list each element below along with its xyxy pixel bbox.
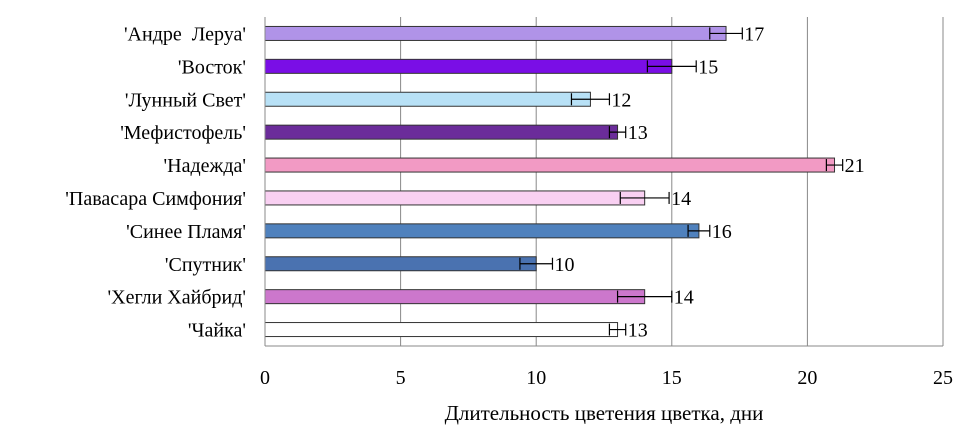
bar xyxy=(264,124,619,140)
bar xyxy=(264,256,537,272)
bar xyxy=(264,289,646,305)
data-label: 17 xyxy=(744,23,764,45)
category-label: 'Мефистофель' xyxy=(120,122,246,144)
category-label: 'Андре Леруа' xyxy=(124,23,246,45)
bar xyxy=(264,223,700,239)
x-tick-label: 25 xyxy=(933,367,953,389)
data-label: 12 xyxy=(611,89,631,111)
category-label: 'Спутник' xyxy=(165,254,246,276)
data-label: 13 xyxy=(628,320,648,342)
data-label: 13 xyxy=(628,122,648,144)
x-tick-label: 10 xyxy=(526,367,546,389)
category-label: 'Восток' xyxy=(178,56,246,78)
data-label: 21 xyxy=(845,155,865,177)
category-label: 'Чайка' xyxy=(188,320,246,342)
bars xyxy=(264,25,836,338)
data-label: 14 xyxy=(674,287,694,309)
x-tick-labels: 0 5 10 15 20 25 xyxy=(260,367,953,389)
data-label: 10 xyxy=(554,254,574,276)
x-axis-title: Длительность цветения цветка, дни xyxy=(445,401,764,425)
x-tick-label: 20 xyxy=(797,367,817,389)
data-label: 14 xyxy=(671,188,691,210)
data-label: 15 xyxy=(698,56,718,78)
bar xyxy=(264,190,646,206)
bar xyxy=(264,322,619,338)
category-label: 'Хегли Хайбрид' xyxy=(108,287,246,309)
bar xyxy=(264,58,673,74)
bar xyxy=(264,25,727,41)
category-label: 'Синее Пламя' xyxy=(126,221,246,243)
data-label: 16 xyxy=(712,221,732,243)
category-label: 'Надежда' xyxy=(164,155,246,177)
value-labels: 17 15 12 13 21 14 16 10 14 13 xyxy=(554,23,864,341)
bar xyxy=(264,91,591,107)
category-labels: 'Андре Леруа' 'Восток' 'Лунный Свет' 'Мефис… xyxy=(65,23,246,341)
x-tick-label: 0 xyxy=(260,367,270,389)
category-label: 'Павасара Симфония' xyxy=(65,188,246,210)
error-bars xyxy=(519,27,844,336)
x-tick-label: 15 xyxy=(662,367,682,389)
category-label: 'Лунный Свет' xyxy=(125,89,246,111)
bar xyxy=(264,157,836,173)
x-tick-label: 5 xyxy=(396,367,406,389)
